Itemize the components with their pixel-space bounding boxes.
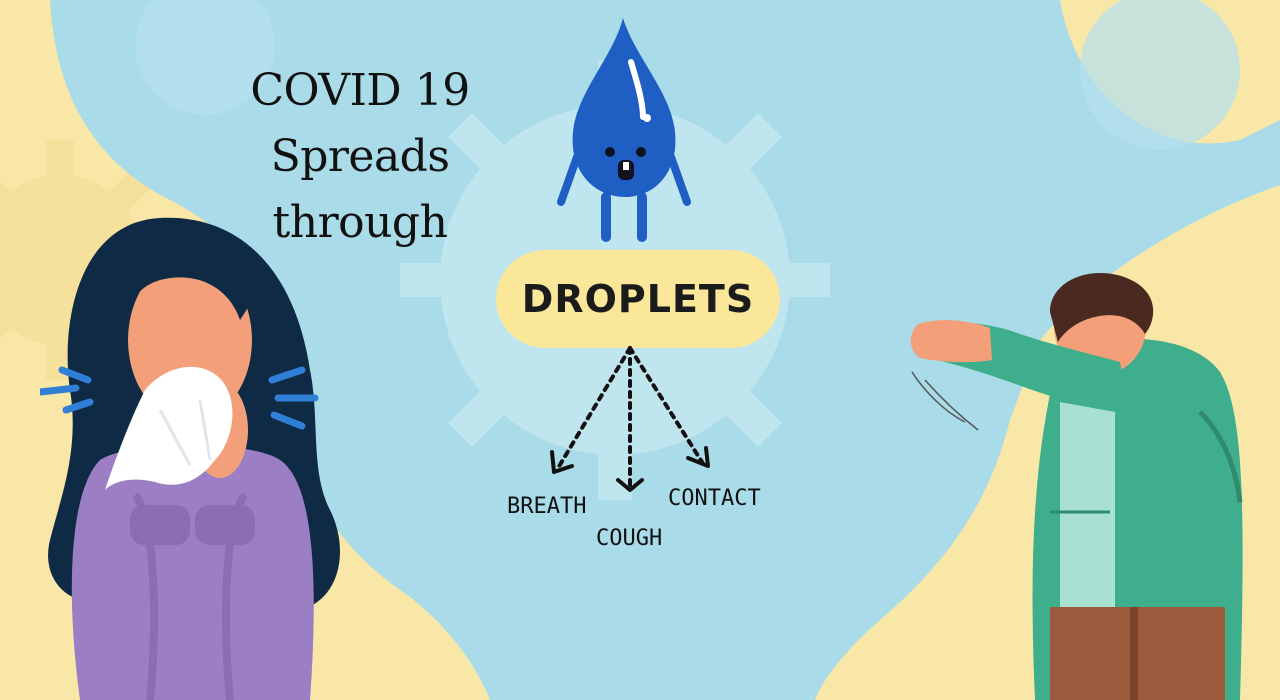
arrow-to-contact bbox=[628, 346, 704, 464]
woman-sneezing-illustration bbox=[40, 217, 340, 700]
title-line-1: COVID 19 Spreads bbox=[250, 65, 470, 182]
route-contact: CONTACT bbox=[668, 486, 761, 511]
title: COVID 19 Spreads through bbox=[170, 58, 550, 256]
route-cough: COUGH bbox=[596, 526, 663, 551]
droplet-character bbox=[557, 18, 691, 242]
droplets-pill: DROPLETS bbox=[496, 250, 780, 348]
title-line-2: through bbox=[272, 197, 448, 248]
route-breath: BREATH bbox=[507, 494, 587, 519]
route-arrows bbox=[550, 346, 710, 492]
man-coughing-illustration bbox=[910, 273, 1243, 700]
droplets-label: DROPLETS bbox=[521, 277, 755, 321]
arrow-to-breath bbox=[556, 346, 632, 470]
